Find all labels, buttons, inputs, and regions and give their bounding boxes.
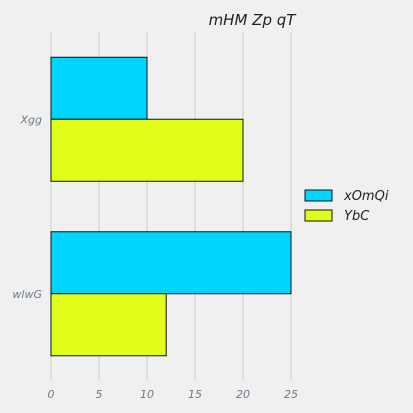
x-tick-label: 15 (188, 388, 202, 401)
legend: xOmQi YbC (304, 189, 389, 224)
x-tick-label: 0 (48, 388, 55, 401)
legend-label: xOmQi (343, 189, 389, 204)
bar-YbC-wlwG (50, 293, 167, 357)
legend-swatch (304, 209, 333, 222)
y-tick-label: wlwG (12, 288, 42, 301)
bar-YbC-Xgg (50, 118, 244, 182)
legend-label: YbC (344, 209, 370, 224)
y-tick-label: Xgg (19, 113, 42, 126)
bar-xOmQi-wlwG (50, 231, 292, 295)
x-axis-ticks: 0 5 10 15 20 25 (48, 388, 299, 401)
y-axis-ticks: Xgg wlwG (12, 113, 42, 301)
x-tick-label: 20 (236, 388, 250, 401)
legend-swatch (304, 189, 333, 202)
x-tick-label: 5 (96, 388, 103, 401)
x-tick-label: 10 (140, 388, 154, 401)
x-tick-label: 25 (284, 388, 298, 401)
chart-title: mHM Zp qT (209, 11, 298, 29)
bar-xOmQi-Xgg (50, 56, 148, 120)
bars (50, 56, 292, 357)
